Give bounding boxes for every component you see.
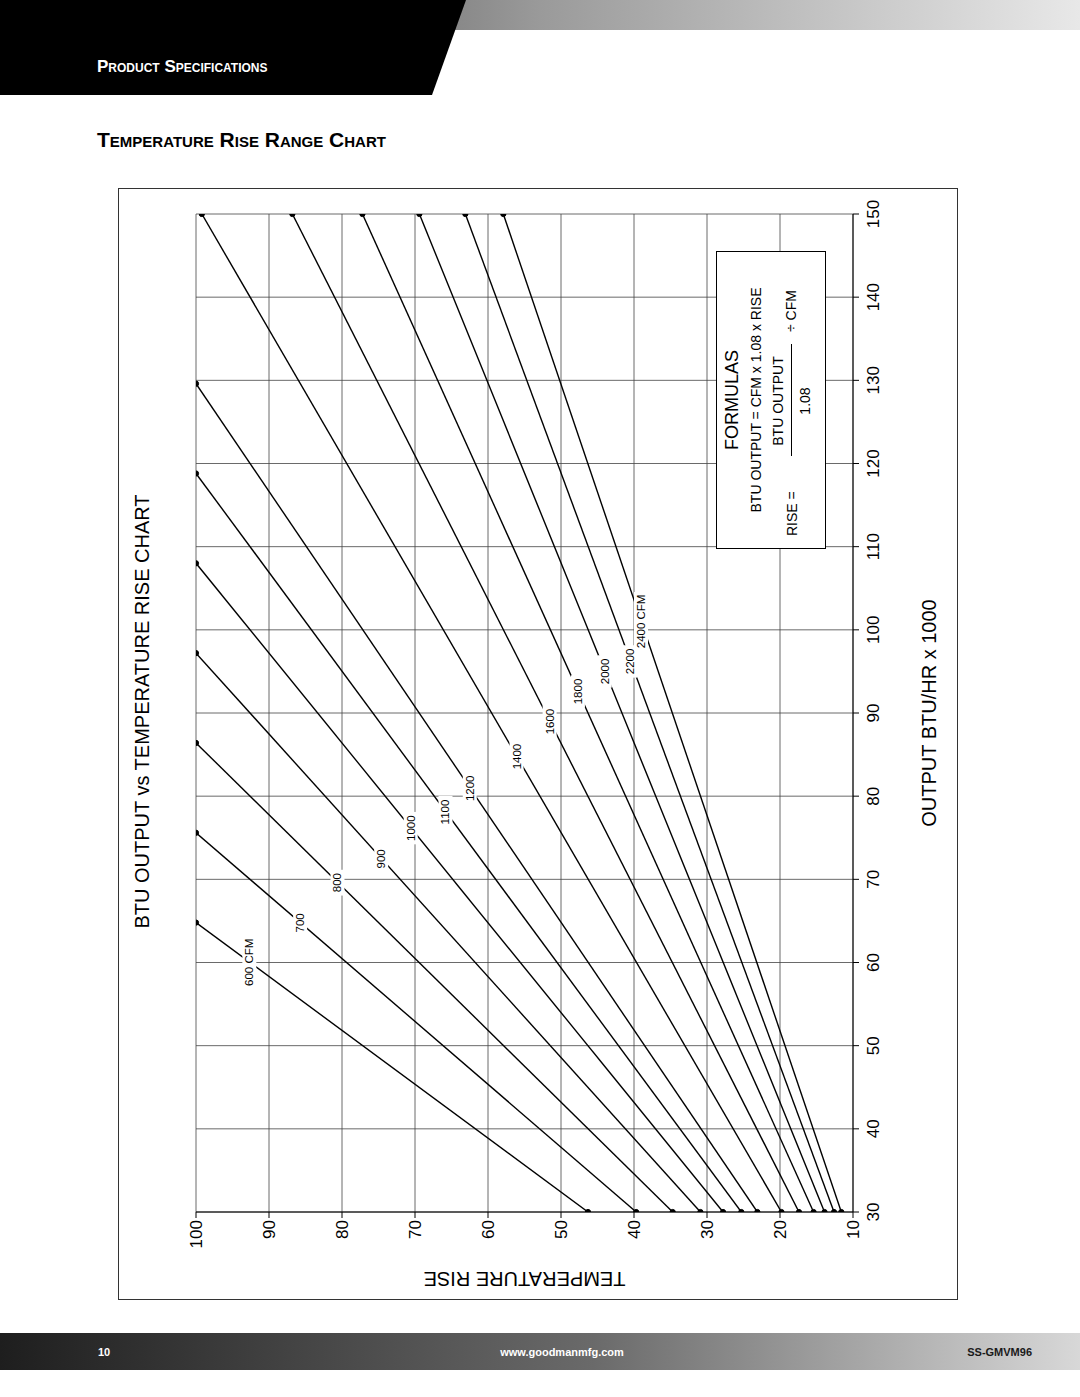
svg-text:1600: 1600	[544, 709, 556, 735]
svg-text:110: 110	[864, 533, 883, 560]
svg-text:130: 130	[864, 366, 883, 394]
svg-text:140: 140	[864, 283, 883, 311]
svg-text:90: 90	[864, 704, 883, 723]
svg-text:10: 10	[844, 1220, 863, 1239]
svg-text:1400: 1400	[511, 744, 523, 770]
svg-text:100: 100	[187, 1220, 206, 1248]
html-text:÷ CFM: ÷ CFM	[783, 290, 799, 332]
html-text:BTU OUTPUT: BTU OUTPUT	[770, 356, 786, 446]
svg-text:900: 900	[375, 849, 387, 868]
svg-text:100: 100	[864, 616, 883, 644]
svg-text:150: 150	[864, 200, 883, 228]
svg-text:70: 70	[864, 870, 883, 889]
svg-text:30: 30	[698, 1220, 717, 1239]
svg-text:40: 40	[625, 1220, 644, 1239]
svg-text:2400 CFM: 2400 CFM	[635, 595, 647, 649]
svg-text:SS-GMVM96: SS-GMVM96	[967, 1346, 1032, 1358]
svg-text:2200: 2200	[624, 649, 636, 675]
svg-text:120: 120	[864, 449, 883, 477]
svg-text:90: 90	[260, 1220, 279, 1239]
svg-text:800: 800	[331, 873, 343, 892]
html-text:Temperature Rise Range Chart: Temperature Rise Range Chart	[97, 128, 386, 151]
svg-text:OUTPUT BTU/HR x 1000: OUTPUT BTU/HR x 1000	[918, 599, 940, 826]
svg-text:1200: 1200	[464, 775, 476, 801]
html-text:FORMULAS: FORMULAS	[722, 350, 742, 450]
svg-text:80: 80	[333, 1220, 352, 1239]
svg-text:30: 30	[864, 1203, 883, 1222]
svg-text:1800: 1800	[572, 679, 584, 705]
svg-text:700: 700	[294, 913, 306, 932]
svg-text:20: 20	[771, 1220, 790, 1239]
svg-text:1100: 1100	[439, 800, 451, 825]
html-text:1.08: 1.08	[797, 387, 813, 415]
svg-text:40: 40	[864, 1119, 883, 1138]
svg-text:2000: 2000	[599, 659, 611, 685]
svg-text:70: 70	[406, 1220, 425, 1239]
svg-text:50: 50	[864, 1036, 883, 1055]
svg-text:1000: 1000	[405, 815, 417, 841]
svg-text:600 CFM: 600 CFM	[243, 939, 255, 986]
html-text:RISE =: RISE =	[784, 491, 800, 536]
svg-text:50: 50	[552, 1220, 571, 1239]
svg-text:60: 60	[864, 953, 883, 972]
svg-text:TEMPERATURE RISE: TEMPERATURE RISE	[424, 1268, 626, 1290]
svg-text:www.goodmanmfg.com: www.goodmanmfg.com	[499, 1346, 624, 1358]
html-text:BTU OUTPUT vs TEMPERATURE RISE: BTU OUTPUT vs TEMPERATURE RISE CHART	[131, 494, 153, 929]
svg-text:80: 80	[864, 787, 883, 806]
html-text:BTU OUTPUT = CFM x 1.08 x RISE: BTU OUTPUT = CFM x 1.08 x RISE	[748, 287, 764, 513]
svg-text:Product Specifications: Product Specifications	[97, 57, 268, 76]
svg-text:60: 60	[479, 1220, 498, 1239]
svg-text:10: 10	[98, 1346, 110, 1358]
